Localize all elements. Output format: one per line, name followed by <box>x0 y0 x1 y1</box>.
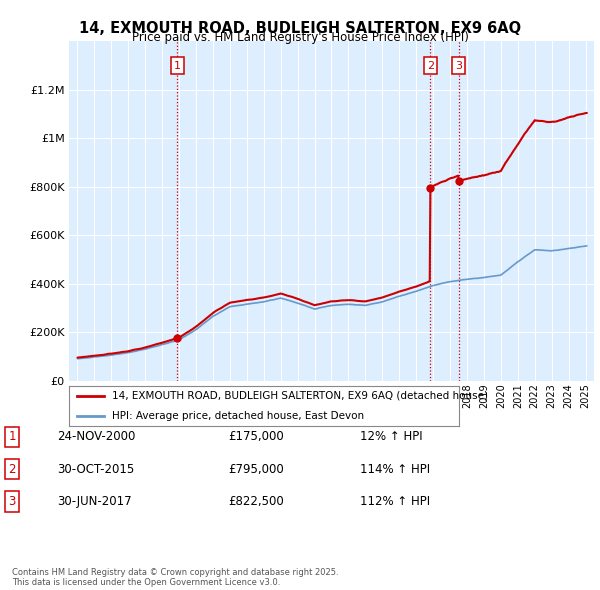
Text: Contains HM Land Registry data © Crown copyright and database right 2025.
This d: Contains HM Land Registry data © Crown c… <box>12 568 338 587</box>
Text: 114% ↑ HPI: 114% ↑ HPI <box>360 463 430 476</box>
Text: 14, EXMOUTH ROAD, BUDLEIGH SALTERTON, EX9 6AQ: 14, EXMOUTH ROAD, BUDLEIGH SALTERTON, EX… <box>79 21 521 35</box>
Text: 3: 3 <box>455 61 462 71</box>
Text: 2: 2 <box>427 61 434 71</box>
Text: £175,000: £175,000 <box>228 430 284 443</box>
Text: 112% ↑ HPI: 112% ↑ HPI <box>360 495 430 508</box>
Text: £822,500: £822,500 <box>228 495 284 508</box>
Text: 3: 3 <box>8 495 16 508</box>
Text: 1: 1 <box>174 61 181 71</box>
Text: 24-NOV-2000: 24-NOV-2000 <box>57 430 136 443</box>
Text: 14, EXMOUTH ROAD, BUDLEIGH SALTERTON, EX9 6AQ (detached house): 14, EXMOUTH ROAD, BUDLEIGH SALTERTON, EX… <box>112 391 488 401</box>
Text: 2: 2 <box>8 463 16 476</box>
Text: £795,000: £795,000 <box>228 463 284 476</box>
Text: 1: 1 <box>8 430 16 443</box>
Text: 12% ↑ HPI: 12% ↑ HPI <box>360 430 422 443</box>
Text: 30-JUN-2017: 30-JUN-2017 <box>57 495 131 508</box>
Text: Price paid vs. HM Land Registry's House Price Index (HPI): Price paid vs. HM Land Registry's House … <box>131 31 469 44</box>
Text: 30-OCT-2015: 30-OCT-2015 <box>57 463 134 476</box>
Text: HPI: Average price, detached house, East Devon: HPI: Average price, detached house, East… <box>112 411 364 421</box>
